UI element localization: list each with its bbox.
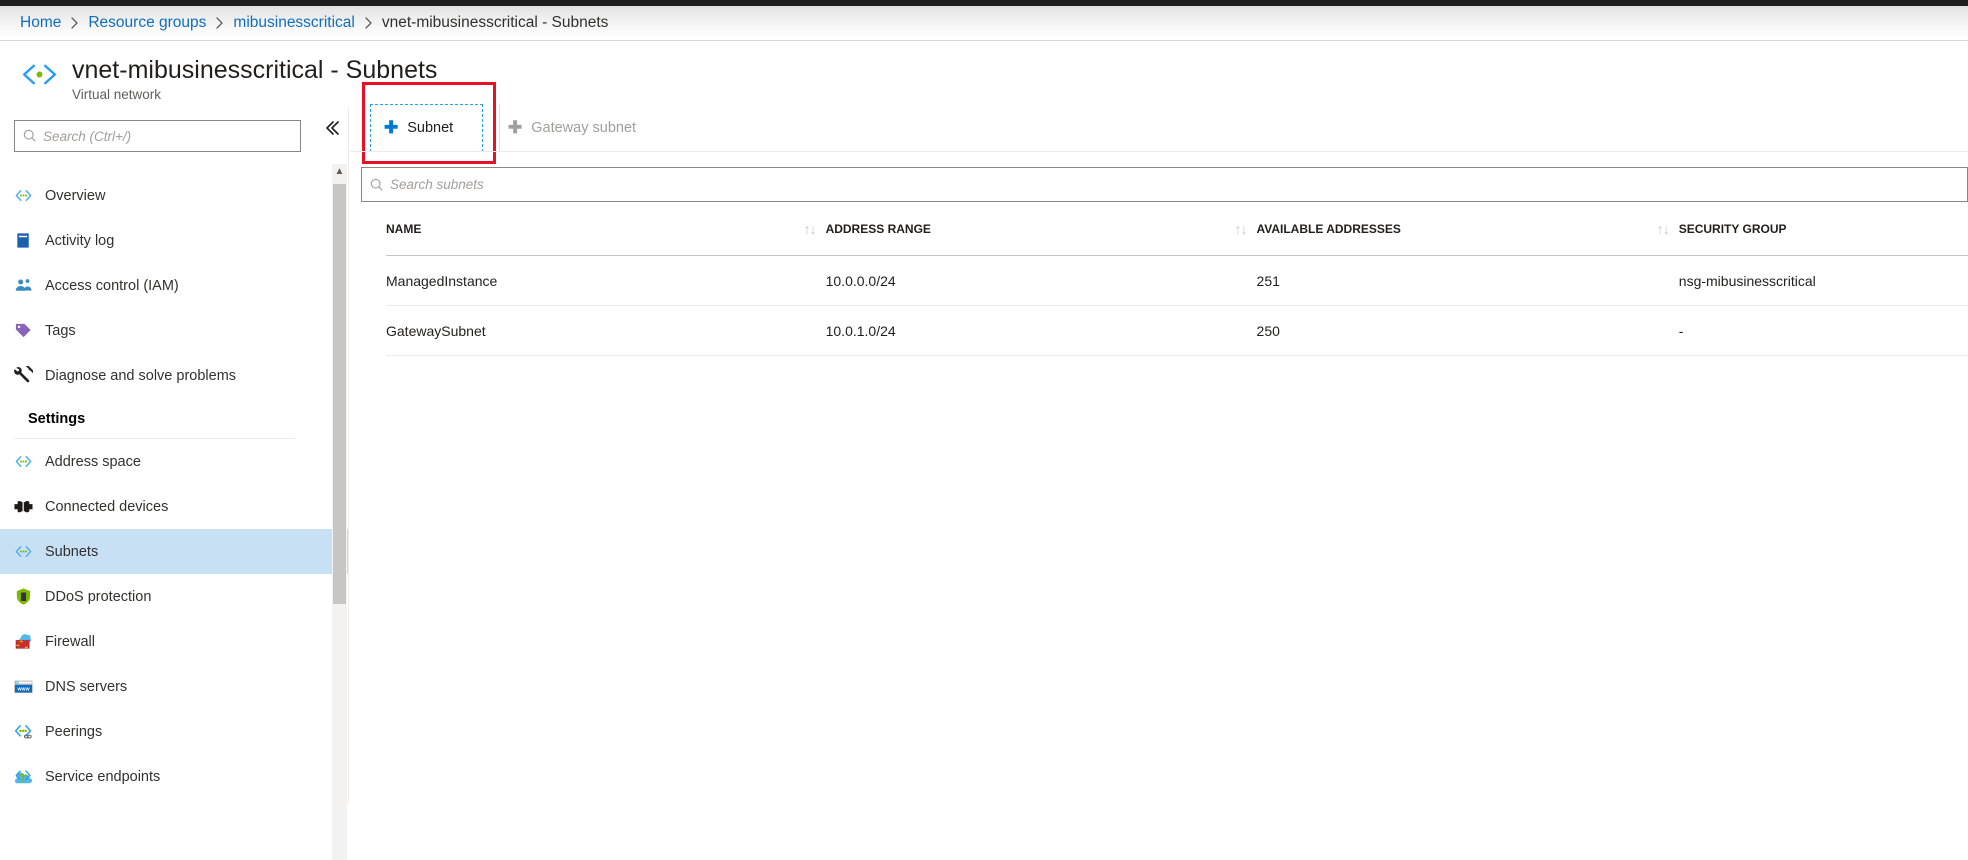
svg-text:WWW: WWW bbox=[17, 687, 30, 692]
